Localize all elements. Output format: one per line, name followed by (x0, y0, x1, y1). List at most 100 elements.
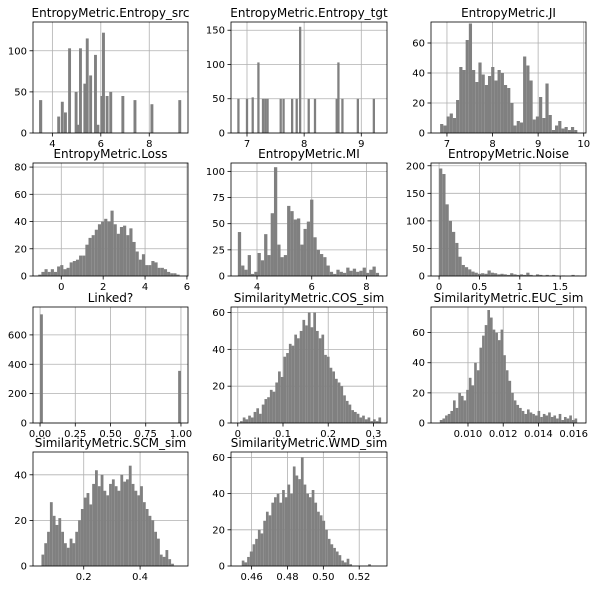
histogram-bar (372, 98, 375, 133)
histogram-bar (264, 234, 268, 276)
histogram-bar (240, 421, 243, 423)
histogram-bar (569, 415, 572, 423)
histogram-bar (69, 262, 73, 276)
axes-frame (32, 162, 189, 277)
histogram-bar (117, 490, 121, 566)
histogram-bar (337, 62, 340, 133)
x-tick-label: 0 (436, 282, 442, 293)
histogram-bar (338, 555, 342, 566)
y-tick-label: 50 (412, 244, 425, 255)
histogram-bar (490, 272, 494, 276)
histogram-bar (131, 483, 135, 566)
histogram-bar (109, 91, 113, 133)
histogram-bar (109, 483, 112, 566)
histogram-bar (66, 267, 70, 276)
histogram-bar (89, 75, 93, 133)
histogram-bar (316, 330, 319, 423)
histogram-bar (168, 559, 172, 566)
histogram-bar (269, 389, 273, 423)
histogram-bar (474, 362, 477, 423)
histogram-bar (333, 273, 337, 276)
histogram-bar (279, 98, 282, 133)
histogram-bar (335, 98, 338, 133)
histogram-bar (545, 83, 549, 133)
histogram-bar (248, 415, 251, 423)
histogram-bar (44, 543, 48, 566)
subplot-7: 0.00 0.25 0.50 0.75 1.00 0 200 400 600 Linked? (8, 291, 192, 440)
histogram-bar (552, 274, 556, 276)
histogram-bar (154, 262, 158, 276)
histogram-bar (555, 125, 559, 133)
histogram-bar (349, 270, 353, 276)
histogram-bar (523, 274, 527, 276)
histogram-bar (150, 104, 154, 133)
histogram-bar (558, 413, 562, 423)
histogram-bar (40, 314, 43, 423)
x-tick-label: 0.3 (365, 429, 381, 440)
histogram-bar (370, 421, 373, 423)
y-tick-label: 400 (8, 360, 27, 371)
histogram-bar (519, 407, 522, 423)
y-tick-label: 0 (21, 272, 27, 283)
histogram-bar (484, 273, 488, 276)
histogram-bar (75, 531, 79, 566)
histogram-bar (458, 392, 461, 423)
histogram-bar (85, 38, 89, 133)
histogram-bar (100, 474, 104, 566)
histogram-bar (303, 484, 307, 566)
y-tick-label: 200 (8, 389, 27, 400)
histogram-bar (257, 62, 260, 133)
histogram-bar (513, 274, 517, 276)
x-tick-label: 6 (309, 282, 315, 293)
histogram-bar (83, 497, 87, 566)
histogram-bar (327, 538, 331, 566)
x-tick-label: 0.012 (489, 429, 518, 440)
subplot-title: EntropyMetric.Noise (448, 147, 569, 161)
histogram-bar (96, 124, 100, 133)
x-tick-label: 0.2 (76, 572, 92, 583)
histogram-bar (519, 274, 524, 276)
histogram-bar (41, 271, 45, 276)
histogram-bar (167, 271, 171, 276)
axes-frame (430, 162, 587, 277)
histogram-bar (264, 399, 268, 423)
histogram-bar (493, 273, 498, 276)
x-tick-label: 7 (444, 139, 450, 150)
x-tick-label: 0 (235, 429, 241, 440)
histogram-bar (323, 257, 327, 276)
x-tick-label: 2 (100, 282, 106, 293)
histogram-bar (292, 466, 296, 566)
histogram-bar (129, 228, 133, 276)
histogram-bar (307, 98, 310, 133)
histogram-bar (267, 397, 270, 423)
histogram-bar (440, 124, 444, 133)
histogram-bar (74, 91, 78, 133)
histogram-bar (141, 254, 146, 276)
histogram-bar (570, 127, 575, 133)
histogram-bar (445, 415, 448, 423)
histogram-bar (104, 218, 108, 276)
histogram-bar (306, 493, 309, 566)
histogram-bar (316, 249, 320, 276)
x-tick-label: 0.00 (29, 429, 51, 440)
histogram-bar (178, 100, 182, 133)
y-tick-label: 50 (212, 94, 225, 105)
histogram-bar (245, 98, 249, 133)
histogram-bar (571, 419, 575, 423)
histogram-bar (443, 125, 447, 133)
histogram-bar (516, 274, 520, 276)
histogram-bar (257, 252, 261, 276)
histogram-bar (513, 125, 517, 133)
x-tick-label: 0.25 (64, 429, 86, 440)
histogram-bar (103, 490, 107, 566)
histogram-bar (251, 97, 254, 133)
histogram-bar (53, 271, 58, 276)
histogram-bar (49, 502, 53, 566)
histogram-bar (142, 502, 146, 566)
histogram-bar (148, 515, 152, 566)
histogram-bar (237, 98, 240, 133)
histogram-bar (494, 80, 498, 133)
histogram-bar (270, 213, 274, 276)
histogram-bar (561, 128, 565, 133)
